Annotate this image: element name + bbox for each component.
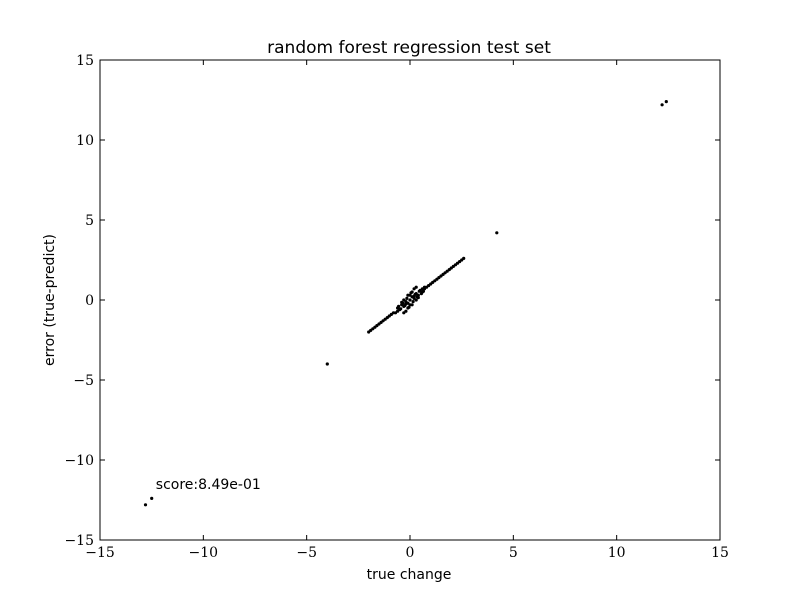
data-point-60 <box>411 300 415 304</box>
data-point-80 <box>416 296 420 300</box>
x-tick-label-0: −15 <box>85 545 115 561</box>
x-tick-label-3: 0 <box>406 545 415 561</box>
data-point-82 <box>422 285 427 289</box>
x-tick-label-6: 15 <box>711 545 729 561</box>
x-tick-label-5: 10 <box>608 545 626 561</box>
x-axis-label: true change <box>367 567 452 583</box>
data-point-3 <box>495 231 499 235</box>
data-point-83 <box>393 311 398 315</box>
y-tick-label-1: −10 <box>64 453 94 469</box>
y-tick-label-6: 15 <box>76 53 94 69</box>
y-tick-label-5: 10 <box>76 133 94 149</box>
x-tick-label-2: −5 <box>296 545 317 561</box>
data-point-65 <box>399 307 403 311</box>
data-point-57 <box>402 298 406 302</box>
data-point-74 <box>414 285 418 289</box>
y-axis-label: error (true-predict) <box>42 234 58 366</box>
data-point-56 <box>414 298 418 302</box>
chart-title: random forest regression test set <box>267 38 551 58</box>
data-point-75 <box>402 311 406 315</box>
data-point-79 <box>404 302 408 306</box>
data-point-67 <box>407 305 411 309</box>
plot-frame <box>99 59 721 541</box>
data-point-5 <box>664 100 668 104</box>
points-layer <box>143 100 668 507</box>
data-point-64 <box>417 289 421 293</box>
x-tick-label-1: −10 <box>189 545 219 561</box>
y-tick-label-3: 0 <box>85 293 94 309</box>
data-point-4 <box>660 103 664 107</box>
data-point-70 <box>419 292 423 296</box>
data-point-72 <box>410 303 414 307</box>
data-point-61 <box>405 296 409 300</box>
y-tick-label-4: 5 <box>85 213 94 229</box>
y-tick-label-0: −15 <box>64 533 94 549</box>
score-annotation: score:8.49e-01 <box>156 477 261 493</box>
data-point-66 <box>409 291 413 295</box>
data-point-1 <box>150 496 154 500</box>
data-point-81 <box>400 300 404 304</box>
ticks-layer: −15 −10 −5 0 5 10 15 −15 −10 −5 0 5 10 15 <box>64 53 728 561</box>
data-point-73 <box>406 293 410 297</box>
data-point-84 <box>421 289 425 293</box>
y-tick-label-2: −5 <box>73 373 94 389</box>
data-point-71 <box>397 304 401 308</box>
data-point-39 <box>408 298 412 302</box>
data-point-2 <box>325 362 329 366</box>
x-tick-label-4: 5 <box>509 545 518 561</box>
data-point-0 <box>143 503 148 507</box>
data-point-78 <box>412 294 416 298</box>
